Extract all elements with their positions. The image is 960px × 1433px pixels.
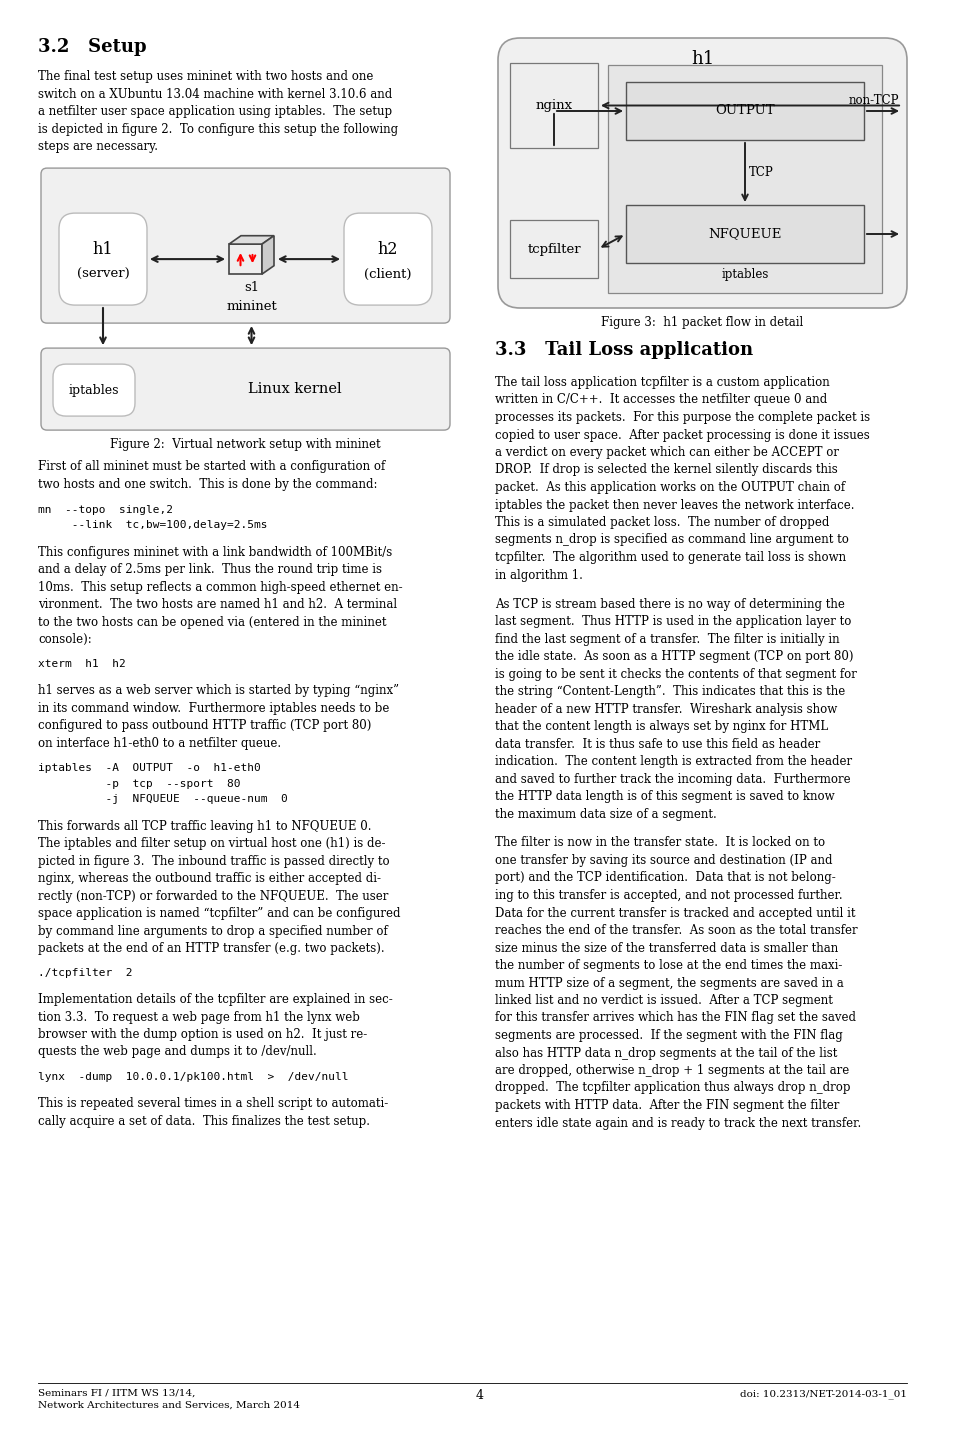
Text: -j  NFQUEUE  --queue-num  0: -j NFQUEUE --queue-num 0 (38, 794, 288, 804)
FancyBboxPatch shape (498, 39, 907, 308)
Text: The tail loss application tcpfilter is a custom application
written in C/C++.  I: The tail loss application tcpfilter is a… (495, 375, 870, 582)
Text: 3.2   Setup: 3.2 Setup (38, 39, 147, 56)
Bar (510, 63, 598, 148)
Text: non-TCP: non-TCP (849, 95, 899, 107)
Text: mn  --topo  single,2: mn --topo single,2 (38, 504, 173, 514)
Text: Implementation details of the tcpfilter are explained in sec-
tion 3.3.  To requ: Implementation details of the tcpfilter … (38, 993, 393, 1059)
Text: (client): (client) (364, 268, 412, 281)
Text: This configures mininet with a link bandwidth of 100MBit/s
and a delay of 2.5ms : This configures mininet with a link band… (38, 546, 402, 646)
Text: (server): (server) (77, 268, 130, 281)
Text: The filter is now in the transfer state.  It is locked on to
one transfer by sav: The filter is now in the transfer state.… (495, 837, 861, 1129)
Bar (229, 244, 262, 274)
Text: h1: h1 (93, 241, 113, 258)
Text: -p  tcp  --sport  80: -p tcp --sport 80 (38, 778, 241, 788)
Text: First of all mininet must be started with a configuration of
two hosts and one s: First of all mininet must be started wit… (38, 460, 385, 490)
Text: This is repeated several times in a shell script to automati-
cally acquire a se: This is repeated several times in a shel… (38, 1098, 388, 1128)
FancyBboxPatch shape (41, 348, 450, 430)
Text: Figure 2:  Virtual network setup with mininet: Figure 2: Virtual network setup with min… (110, 438, 381, 451)
Text: iptables: iptables (69, 384, 119, 397)
Text: lynx  -dump  10.0.0.1/pk100.html  >  /dev/null: lynx -dump 10.0.0.1/pk100.html > /dev/nu… (38, 1072, 348, 1082)
Text: Figure 3:  h1 packet flow in detail: Figure 3: h1 packet flow in detail (601, 317, 804, 330)
Text: iptables: iptables (721, 268, 769, 281)
Bar (510, 221, 598, 278)
Text: 4: 4 (476, 1389, 484, 1401)
Text: nginx: nginx (536, 99, 572, 112)
Bar (626, 205, 864, 264)
Polygon shape (229, 235, 274, 244)
Text: ./tcpfilter  2: ./tcpfilter 2 (38, 967, 132, 977)
FancyBboxPatch shape (53, 364, 135, 416)
Text: s1: s1 (244, 281, 259, 294)
Text: As TCP is stream based there is no way of determining the
last segment.  Thus HT: As TCP is stream based there is no way o… (495, 598, 857, 821)
Text: Linux kernel: Linux kernel (248, 383, 342, 396)
Text: h1 serves as a web server which is started by typing “nginx”
in its command wind: h1 serves as a web server which is start… (38, 685, 399, 749)
Text: h1: h1 (691, 50, 714, 67)
Text: 3.3   Tail Loss application: 3.3 Tail Loss application (495, 341, 754, 360)
FancyBboxPatch shape (41, 168, 450, 322)
Text: doi: 10.2313/NET-2014-03-1_01: doi: 10.2313/NET-2014-03-1_01 (740, 1389, 907, 1399)
Text: tcpfilter: tcpfilter (527, 242, 581, 255)
Text: iptables  -A  OUTPUT  -o  h1-eth0: iptables -A OUTPUT -o h1-eth0 (38, 764, 261, 774)
Bar (626, 82, 864, 140)
Bar (608, 64, 882, 292)
Text: Seminars FI / IITM WS 13/14,
Network Architectures and Services, March 2014: Seminars FI / IITM WS 13/14, Network Arc… (38, 1389, 300, 1410)
FancyBboxPatch shape (59, 214, 147, 305)
Text: h2: h2 (377, 241, 398, 258)
Text: The final test setup uses mininet with two hosts and one
switch on a XUbuntu 13.: The final test setup uses mininet with t… (38, 70, 398, 153)
Text: --link  tc,bw=100,delay=2.5ms: --link tc,bw=100,delay=2.5ms (38, 520, 268, 530)
Text: TCP: TCP (749, 166, 774, 179)
FancyBboxPatch shape (344, 214, 432, 305)
Text: xterm  h1  h2: xterm h1 h2 (38, 659, 126, 669)
Polygon shape (262, 235, 274, 274)
Text: This forwards all TCP traffic leaving h1 to NFQUEUE 0.
The iptables and filter s: This forwards all TCP traffic leaving h1… (38, 820, 400, 956)
Text: mininet: mininet (227, 299, 276, 312)
Text: NFQUEUE: NFQUEUE (708, 228, 781, 241)
Text: OUTPUT: OUTPUT (715, 105, 775, 118)
